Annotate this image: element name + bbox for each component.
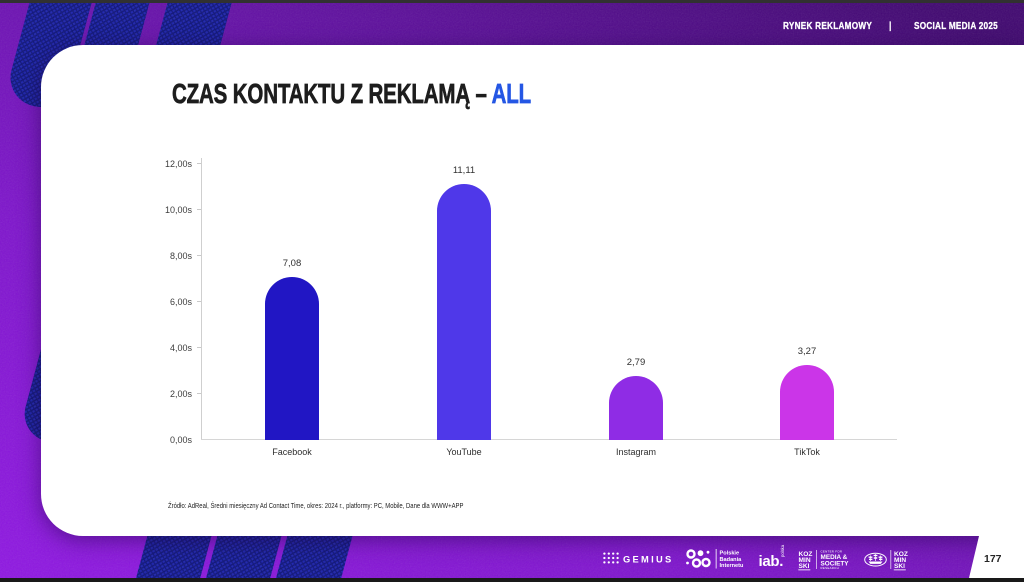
svg-text:MIN: MIN <box>894 557 906 564</box>
svg-text:RESEARCH: RESEARCH <box>821 566 839 570</box>
svg-text:iab.: iab. <box>759 553 784 570</box>
svg-text:MIN: MIN <box>799 557 811 564</box>
svg-text:SOCIETY: SOCIETY <box>821 561 850 568</box>
svg-text:Internetu: Internetu <box>720 563 745 569</box>
svg-text:GEMIUS: GEMIUS <box>623 555 673 565</box>
svg-text:SKI: SKI <box>799 563 810 570</box>
svg-text:KOZ: KOZ <box>894 551 908 558</box>
svg-text:SKI: SKI <box>894 563 905 570</box>
svg-text:Polskie: Polskie <box>720 551 740 557</box>
svg-text:Badania: Badania <box>720 557 743 563</box>
svg-text:polska: polska <box>780 544 785 557</box>
svg-text:KOZ: KOZ <box>799 551 813 558</box>
svg-text:CENTER FOR: CENTER FOR <box>821 550 843 554</box>
svg-text:MEDIA &: MEDIA & <box>821 554 848 561</box>
